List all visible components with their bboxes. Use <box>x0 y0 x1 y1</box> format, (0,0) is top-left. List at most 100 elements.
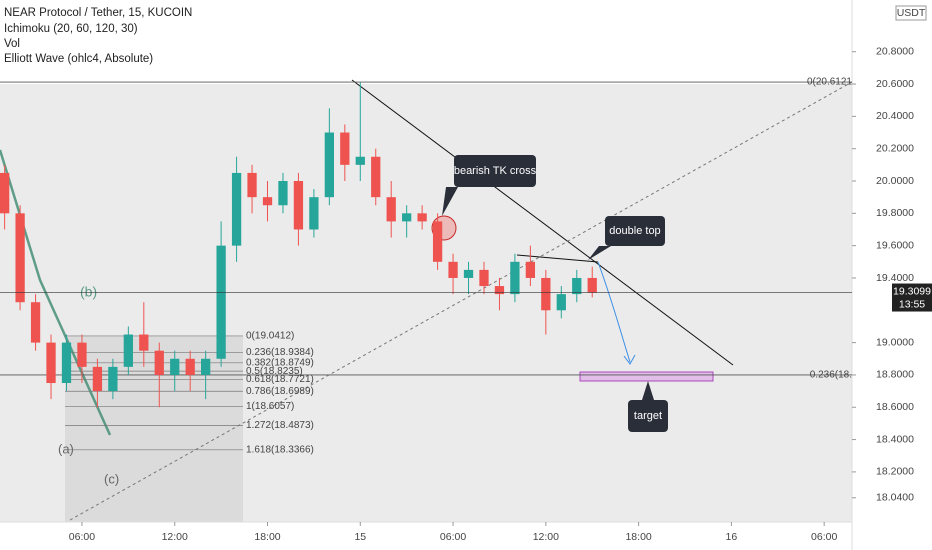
candle-body <box>463 269 474 278</box>
x-tick-label: 06:00 <box>440 531 466 543</box>
candle-body <box>154 350 164 375</box>
callout-pointer <box>642 381 654 400</box>
y-tick-label: 19.0000 <box>876 336 914 348</box>
candle-body <box>556 294 566 311</box>
candle-body <box>77 342 87 367</box>
elliott-wave <box>0 149 112 436</box>
y-tick-label: 19.8000 <box>876 207 914 219</box>
candle-body <box>324 132 334 198</box>
candle-body <box>15 213 25 303</box>
y-tick-label: 20.0000 <box>876 175 914 187</box>
y-tick-label: 20.8000 <box>876 45 914 57</box>
candle-body <box>108 366 118 392</box>
y-tick-label: 18.2000 <box>876 466 914 478</box>
callout-box <box>454 155 536 187</box>
y-tick-label: 20.2000 <box>876 142 914 154</box>
y-tick-label: 19.6000 <box>876 239 914 251</box>
indicator: Elliott Wave (ohlc4, Absolute) <box>4 53 153 65</box>
x-tick-label: 12:00 <box>162 531 188 543</box>
callout-box <box>605 216 665 246</box>
fib-label: 1.618(18.3366) <box>246 444 314 455</box>
x-tick-label: 16 <box>726 531 738 543</box>
y-tick-label: 19.4000 <box>876 272 914 284</box>
candle-body <box>0 172 10 214</box>
callout-text: bearish TK cross <box>454 165 537 177</box>
fib-label: 0(19.0412) <box>246 331 294 342</box>
chart-title: NEAR Protocol / Tether, 15, KUCOIN <box>4 7 192 19</box>
x-tick-label: 15 <box>354 531 366 543</box>
callout-text: target <box>634 410 662 422</box>
x-tick-label: 18:00 <box>254 531 280 543</box>
candle-body <box>541 277 551 311</box>
candle-body <box>46 342 56 384</box>
y-tick-label: 18.6000 <box>876 401 914 413</box>
fib-label: 1(18.6057) <box>246 401 294 412</box>
arrow-head <box>623 354 636 365</box>
candle-body <box>170 358 180 375</box>
candle-body <box>185 358 195 375</box>
x-tick-label: 06:00 <box>69 531 95 543</box>
wave-label: (c) <box>104 471 119 486</box>
wave-label: (b) <box>80 284 97 300</box>
candle-body <box>309 197 319 230</box>
candle-body <box>432 221 443 262</box>
currency: USDT <box>897 7 926 19</box>
currency-box <box>895 5 927 21</box>
candle-body <box>231 172 242 246</box>
candle-body <box>92 366 103 392</box>
candle-body <box>139 334 149 351</box>
candle-body <box>30 302 41 343</box>
callout-box <box>628 400 668 432</box>
level-label: 0.236(18. <box>810 370 852 381</box>
last-price-box <box>892 283 932 312</box>
x-tick-label: 06:00 <box>811 531 837 543</box>
candle-body <box>262 197 273 206</box>
wave-label: (a) <box>58 441 74 456</box>
y-tick-label: 18.0400 <box>876 492 914 504</box>
candle-body <box>371 156 381 198</box>
candle-body <box>572 277 582 295</box>
fib-label: 0.618(18.7721) <box>246 374 314 385</box>
x-tick-label: 18:00 <box>625 531 651 543</box>
candle-body <box>402 213 412 222</box>
candle-body <box>201 358 211 375</box>
candle-body <box>123 334 133 367</box>
candle-body <box>293 181 304 230</box>
candle-body <box>494 286 505 295</box>
indicator: Ichimoku (20, 60, 120, 30) <box>4 23 138 35</box>
candle-body <box>340 132 350 165</box>
candle-body <box>587 277 597 293</box>
fib-box <box>65 336 243 522</box>
level-label: 0(20.6121 <box>807 77 852 88</box>
callout-pointer <box>588 246 611 260</box>
countdown: 13:55 <box>899 298 925 310</box>
target-zone <box>579 371 714 382</box>
candle-body <box>479 269 489 287</box>
callout-text: double top <box>609 225 660 237</box>
projection-arrow <box>597 261 631 363</box>
candle-body <box>448 261 458 278</box>
trend-line <box>351 79 734 366</box>
candle-body <box>61 342 72 384</box>
candle-body <box>386 197 396 222</box>
y-tick-label: 20.6000 <box>876 78 914 90</box>
candle-body <box>355 156 365 165</box>
candle-body <box>216 245 226 359</box>
fib-label: 0.5(18.8235) <box>246 366 303 377</box>
y-tick-label: 18.4000 <box>876 433 914 445</box>
last-price: 19.3099 <box>893 285 931 297</box>
candle-body <box>510 261 520 295</box>
y-tick-label: 20.4000 <box>876 110 914 122</box>
candle-body <box>247 172 257 198</box>
candle-body <box>278 181 288 206</box>
candle-body <box>417 213 427 222</box>
fib-label: 0.236(18.9384) <box>246 347 314 358</box>
x-tick-label: 12:00 <box>533 531 559 543</box>
candle-body <box>525 261 536 278</box>
fib-label: 0.786(18.6989) <box>246 386 314 397</box>
callout-pointer <box>442 187 458 216</box>
y-tick-label: 18.8000 <box>876 369 914 381</box>
dashed-trend-line <box>69 81 853 521</box>
